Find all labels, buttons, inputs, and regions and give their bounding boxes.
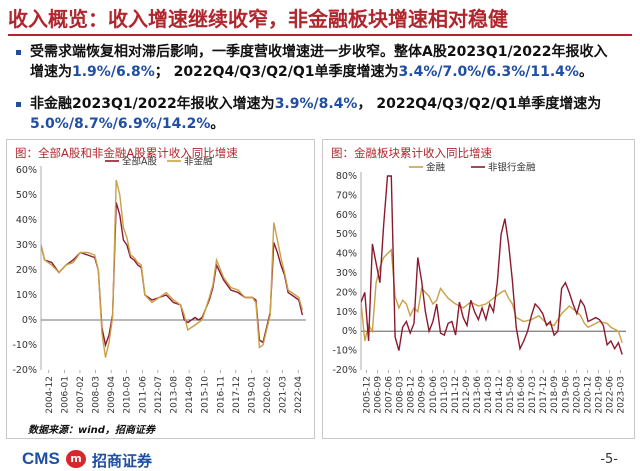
bullet-1-end: 。 [578,64,593,80]
y-tick-label: 30% [336,268,357,279]
x-tick-label: 2020-12 [583,376,593,414]
x-tick-label: 2012-09 [462,376,472,414]
x-tick-label: 2007-06 [385,376,395,414]
x-tick-label: 2008-03 [396,376,406,414]
data-source-note: 数据来源：wind，招商证券 [28,425,155,436]
x-tick-label: 2018-09 [550,376,560,414]
legend-label: 金融 [426,162,446,174]
chart-panel-all-a-shares: -20% -10% 0% 10% 20% 30% 40% 50% 60% 2004-12 2006-… [6,139,315,439]
x-tick-label: 2015-09 [506,376,516,414]
x-tick-label: 2010-06 [429,376,439,414]
legend-label: 全部A股 [122,156,157,168]
y-tick-label: 50% [16,190,37,201]
y-tick-label: -10% [12,340,37,351]
y-tick-label: 30% [16,240,37,251]
x-tick-label: 2017-12 [539,376,549,414]
x-tick-label: 2006-01 [60,376,70,414]
series-line-1 [41,202,304,348]
y-tick-label: 50% [336,229,357,240]
legend-label: 非银行金融 [488,162,536,174]
bullet-marker-icon [16,102,21,107]
x-tick-label: 2011-06 [138,376,148,414]
bullet-1-text: 受需求端恢复相对滞后影响，一季度营收增速进一步收窄。整体A股2023Q1/202… [30,44,608,80]
x-tick-label: 2007-02 [76,376,86,414]
bullet-marker-icon [16,50,21,55]
chart-all-a-shares: -20% -10% 0% 10% 20% 30% 40% 50% 60% 2004-12 2006-… [12,156,306,414]
x-tick-label: 2015-10 [201,376,211,414]
x-tick-label: 2009-09 [418,376,428,414]
y-tick-label: 20% [16,265,37,276]
x-tick-label: 2016-11 [216,376,226,414]
x-tick-label: 2006-09 [374,376,384,414]
y-tick-label: 0% [342,326,357,337]
chart-panel-financials: -20% -10% 0% 10% 20% 30% 40% 50% 60% 70% 80% 2005-1… [322,139,635,439]
bullet-2-end: 。 [210,116,225,132]
cms-logo-text: CMS [22,449,60,468]
series-line-1 [361,248,623,344]
x-tick-label: 2014-03 [484,376,494,414]
x-tick-label: 2008-12 [407,376,417,414]
y-tick-label: 60% [16,165,37,176]
x-tick-label: 2014-09 [185,376,195,414]
y-tick-label: 80% [336,171,357,182]
y-tick-label: 10% [16,290,37,301]
bullet-2-highlight-1: 3.9%/8.4% [274,96,358,112]
y-tick-label: 60% [336,210,357,221]
chart-1-title: 图：全部A股和非金融A股累计收入同比增速 [15,146,238,160]
bullet-1-highlight-2: 3.4%/7.0%/6.3%/11.4% [398,64,579,80]
x-tick-label: 2021-03 [279,376,289,414]
x-tick-label: 2012-07 [154,376,164,414]
x-tick-label: 2017-12 [232,376,242,414]
y-tick-label: -20% [332,365,357,376]
chart-2-title: 图：金融板块累计收入同比增速 [331,146,492,160]
chart-financials: -20% -10% 0% 10% 20% 30% 40% 50% 60% 70% 80% 2005-1… [332,162,626,414]
bullet-1-mid: ； 2022Q4/Q3/Q2/Q1单季度增速为 [154,64,399,80]
x-tick-label: 2019-01 [247,376,257,414]
title-rule [8,34,632,36]
y-tick-label: 10% [336,307,357,318]
page-title: 收入概览：收入增速继续收窄，非金融板块增速相对稳健 [8,7,508,31]
bullet-2-text: 非金融2023Q1/2022年报收入增速为 [30,96,275,112]
y-tick-label: -20% [12,365,37,376]
x-tick-label: 2017-03 [528,376,538,414]
x-tick-label: 2011-03 [440,376,450,414]
summary-bullet-1: 受需求端恢复相对滞后影响，一季度营收增速进一步收窄。整体A股2023Q1/202… [16,42,610,82]
series-line-2 [361,175,623,355]
cms-logo-icon: m [66,450,86,468]
page-number: -5- [600,452,618,467]
y-tick-label: 0% [22,315,37,326]
y-tick-label: 40% [16,215,37,226]
series-line-2 [41,179,304,358]
x-tick-label: 2016-06 [517,376,527,414]
y-tick-label: 40% [336,249,357,260]
x-tick-label: 2004-12 [45,376,55,414]
footer [0,445,640,471]
bullet-1-highlight-1: 1.9%/6.8% [72,64,155,80]
x-tick-label: 2023-03 [616,376,626,414]
x-tick-label: 2009-04 [107,376,117,414]
x-tick-label: 2022-04 [294,376,304,414]
x-tick-label: 2021-09 [594,376,604,414]
x-tick-label: 2022-06 [605,376,615,414]
y-tick-label: -10% [332,346,357,357]
x-tick-label: 2014-12 [495,376,505,414]
x-tick-label: 2011-12 [451,376,461,414]
x-tick-label: 2013-08 [170,376,180,414]
x-tick-label: 2013-06 [473,376,483,414]
bullet-2-mid: ， 2022Q4/Q3/Q2/Q1单季度增速为 [357,96,602,112]
bullet-2-highlight-2: 5.0%/8.7%/6.9%/14.2% [30,116,211,132]
x-tick-label: 2020-03 [572,376,582,414]
legend-label: 非金融 [184,156,213,168]
x-tick-label: 2020-02 [263,376,273,414]
x-tick-label: 2019-06 [561,376,571,414]
brand-name: 招商证券 [92,452,153,470]
x-tick-label: 2005-12 [363,376,373,414]
y-tick-label: 70% [336,190,357,201]
x-tick-label: 2010-05 [123,376,133,414]
summary-bullet-2: 非金融2023Q1/2022年报收入增速为3.9%/8.4%， 2022Q4/Q… [16,94,610,134]
x-tick-label: 2008-03 [92,376,102,414]
y-tick-label: 20% [336,287,357,298]
